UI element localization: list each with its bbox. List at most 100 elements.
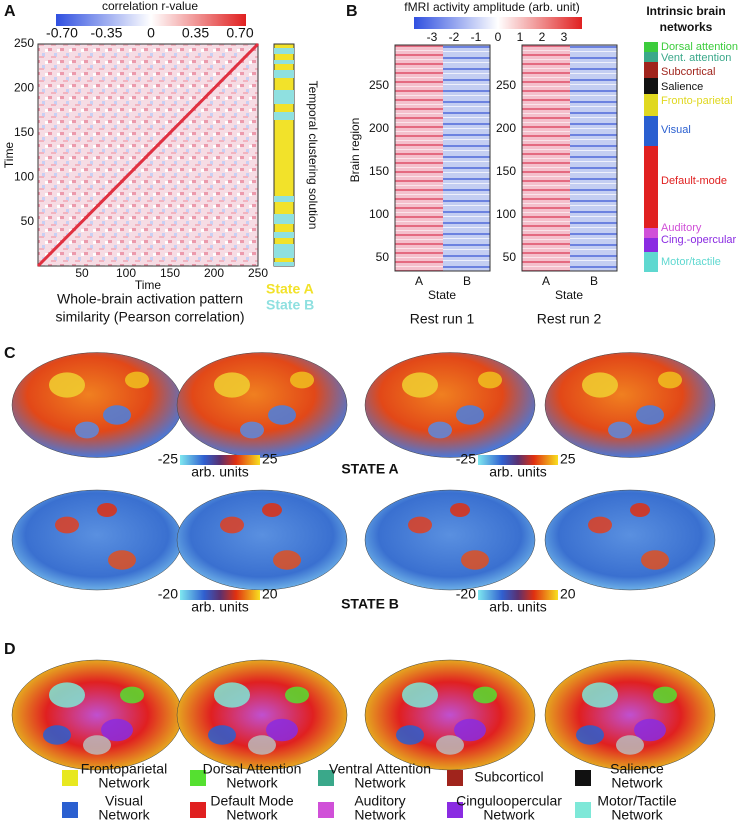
legend-swatch [62,770,78,786]
legend-label: Cinguloopercular [456,793,562,809]
legend-label: Network [611,775,663,791]
network-label: Cing.-opercular [661,234,737,246]
colorbar [180,455,260,465]
network-segment [644,116,658,146]
heatmap-column [443,45,490,271]
legend-entry: State A [266,281,314,297]
brain-region [75,421,99,439]
brain-region [214,372,250,398]
diagonal [36,42,260,268]
network-segment [644,238,658,252]
network-segment [644,78,658,94]
brain-region [582,682,618,708]
colorbar-max: 20 [560,586,576,602]
cluster-stripe [274,70,294,78]
brain [11,489,183,591]
network-label: Subcortical [661,66,715,78]
brain [11,352,183,458]
colorbar-unit: arb. units [191,464,249,480]
y-label: Time [2,142,16,169]
brain-region [214,682,250,708]
cluster-stripe [274,214,294,224]
legend-label: Network [483,807,535,822]
legend-label: Network [226,807,278,822]
legend-swatch [190,770,206,786]
colorbar-title: fMRI activity amplitude (arb. unit) [404,0,579,14]
brain-region [49,372,85,398]
network-segment [644,52,658,62]
legend-label: Motor/Tactile [597,793,677,809]
x-label: State [428,288,456,302]
colorbar-title: correlation r-value [102,0,198,13]
legend-label: Network [98,775,150,791]
colorbar-tick-label: -1 [471,30,482,44]
brain-region [43,725,71,745]
colorbar-unit: arb. units [489,599,547,615]
y-tick-label: 250 [496,78,516,92]
x-label: Time [135,278,162,292]
legend-entry: State B [266,297,314,313]
colorbar-max: 25 [262,451,278,467]
legend-label: Frontoparietal [81,761,167,777]
brain-region [576,725,604,745]
network-label: Dorsal attention [661,41,738,53]
network-segment [644,94,658,116]
brain-region [658,371,682,389]
y-tick-label: 150 [14,125,34,139]
colorbar-tick-label: 0 [147,25,155,41]
side-label: Temporal clustering solution [306,81,320,230]
x-tick-label: 50 [75,266,89,280]
colorbar-tick-label: -0.70 [46,25,78,41]
x-tick-label: 200 [204,266,224,280]
cluster-stripe [274,60,294,64]
legend-label: Network [354,807,406,822]
brain [176,352,348,458]
colorbar-unit: arb. units [489,464,547,480]
brain-region [285,686,309,704]
cluster-stripe [274,244,294,258]
legend-swatch [447,770,463,786]
network-label: Fronto-parietal [661,95,733,107]
y-tick-label: 100 [14,169,34,183]
colorbar [56,14,246,26]
x-tick-label: 100 [116,266,136,280]
legend-swatch [62,802,78,818]
state-title: STATE B [341,596,399,612]
brain-region [653,686,677,704]
colorbar [414,17,582,29]
cluster-stripe [274,90,294,104]
x-label: State [555,288,583,302]
brain-region [101,718,133,742]
brain-region [266,718,298,742]
colorbar-tick-label: -2 [449,30,460,44]
brain-region [461,550,489,570]
legend-label: Network [354,775,406,791]
network-segment [644,228,658,238]
brain-region [97,503,117,517]
brain-region [450,503,470,517]
brain-region [616,735,644,755]
cluster-stripe [274,262,294,266]
legend-swatch [318,802,334,818]
y-tick-label: 200 [14,81,34,95]
x-tick-label: B [463,274,471,288]
colorbar-max: 25 [560,451,576,467]
y-label: Brain region [348,118,362,183]
state-title: STATE A [341,461,398,477]
brain-region [396,725,424,745]
panel-label: B [346,3,358,20]
brain-region [208,725,236,745]
y-tick-label: 50 [503,250,517,264]
y-tick-label: 150 [496,164,516,178]
brain-region [478,371,502,389]
y-tick-label: 100 [496,207,516,221]
heatmap-frame [521,44,618,272]
y-tick-label: 200 [496,121,516,135]
legend-label: Network [226,775,278,791]
brain-region [125,371,149,389]
legend-label: Salience [610,761,664,777]
heatmap-frame [394,44,491,272]
networks-title: Intrinsic brain [646,4,725,18]
network-label: Vent. attention [661,52,731,64]
y-tick-label: 250 [369,78,389,92]
